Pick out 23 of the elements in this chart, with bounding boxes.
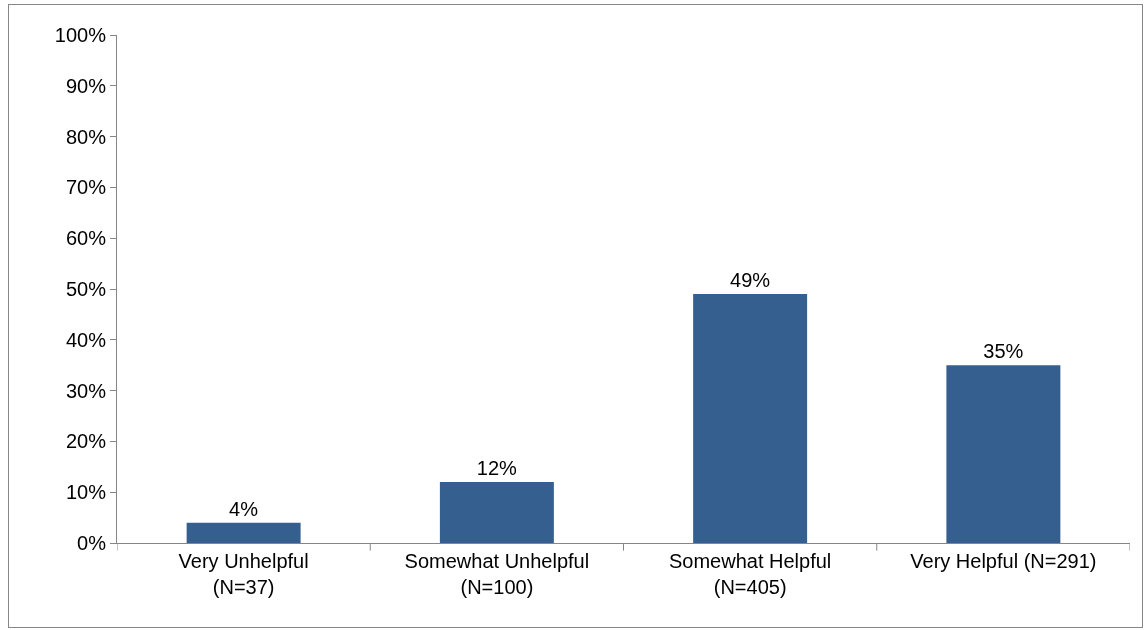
y-tick-label: 40% [65,328,107,351]
data-label: 12% [476,457,517,480]
y-tick-label: 90% [65,74,107,97]
x-tick-label: Very Unhelpful (N=37) [178,550,309,598]
data-label: 49% [730,269,771,292]
bar [439,482,554,543]
y-tick-label: 50% [65,278,107,300]
x-tick-label: Somewhat Helpful (N=405) [668,550,832,598]
bar [693,294,808,543]
x-tick-label: Somewhat Unhelpful (N=100) [404,550,590,598]
y-tick-label: 70% [65,176,107,199]
y-tick-label: 20% [65,430,107,453]
bar [946,365,1061,543]
bar [186,522,301,543]
data-label: 4% [229,497,259,520]
y-tick-label: 60% [65,227,107,250]
y-tick-label: 0% [77,532,107,554]
y-tick-label: 100% [54,24,107,46]
data-label: 35% [983,340,1024,363]
y-tick-label: 30% [65,379,107,402]
x-tick-label: Very Helpful (N=291) [910,550,1097,572]
y-tick-label: 80% [65,125,107,148]
y-tick-label: 10% [65,481,107,504]
